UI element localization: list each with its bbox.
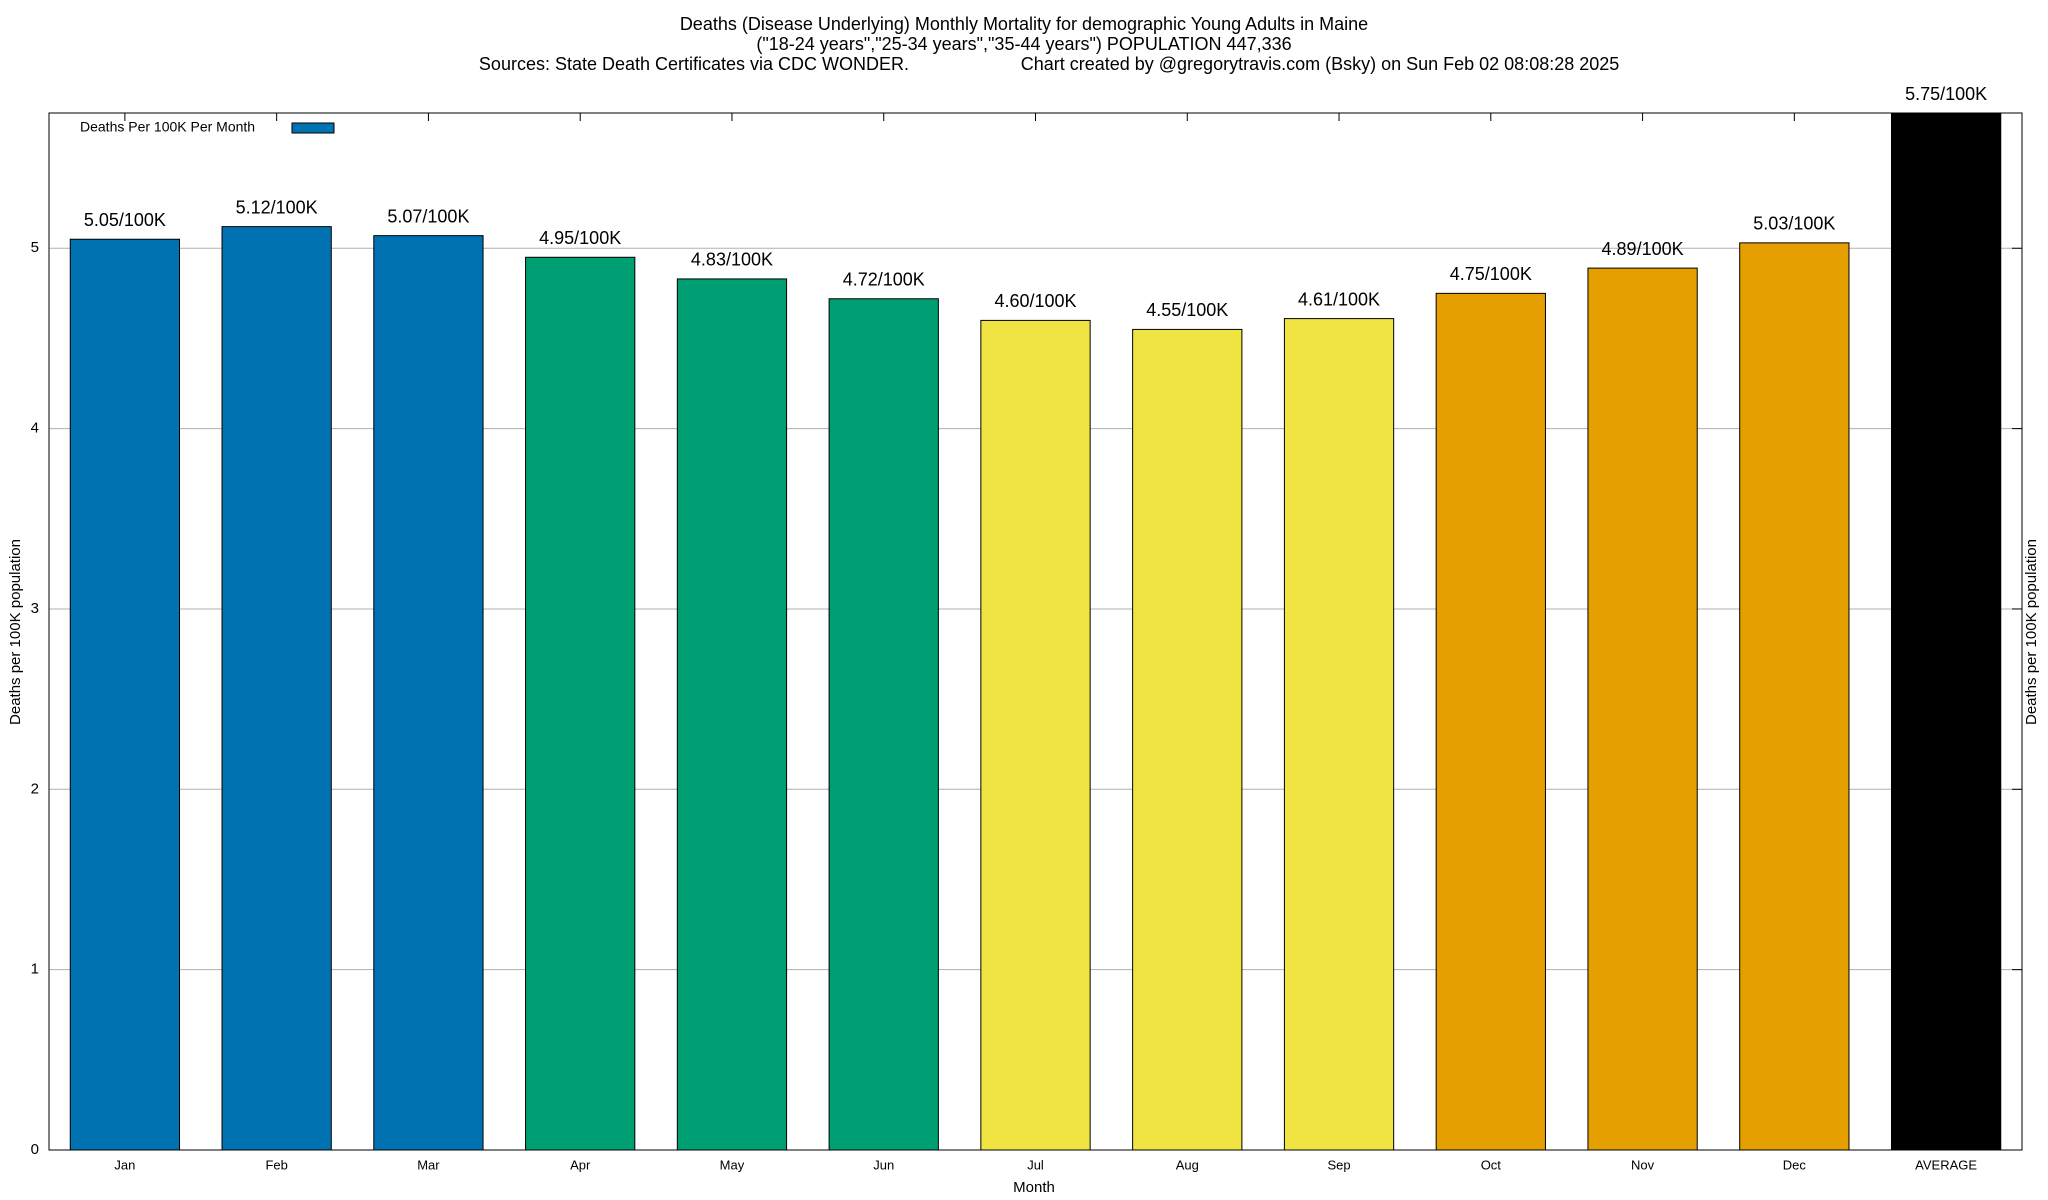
x-tick-label: Oct: [1481, 1157, 1502, 1172]
x-tick-label: Jan: [114, 1157, 135, 1172]
bar: [1739, 242, 1850, 1151]
bar: [1132, 328, 1243, 1151]
bar: [676, 278, 788, 1151]
x-tick-label: Feb: [265, 1157, 287, 1172]
x-tick-label: Jul: [1027, 1157, 1044, 1172]
x-tick-label: Apr: [570, 1157, 591, 1172]
source: Sources: State Death Certificates via CD…: [479, 54, 909, 74]
chart-subtitle: ("18-24 years","25-34 years","35-44 year…: [756, 34, 1291, 54]
x-tick-label: May: [720, 1157, 745, 1172]
y-tick-label: 0: [31, 1141, 39, 1158]
bar: [1890, 112, 2002, 1151]
bar: [1283, 318, 1395, 1151]
y-tick-label: 2: [31, 780, 39, 797]
x-tick-label: AVERAGE: [1915, 1157, 1977, 1172]
y2-axis-label: Deaths per 100K population: [2023, 539, 2040, 725]
x-tick-label: Aug: [1176, 1157, 1199, 1172]
bar: [1435, 292, 1546, 1151]
bar: [373, 235, 484, 1151]
value-label: 4.89/100K: [1602, 239, 1684, 259]
bar: [221, 226, 332, 1151]
value-label: 4.72/100K: [843, 270, 925, 290]
y-tick-label: 5: [31, 239, 39, 256]
credit: Chart created by @gregorytravis.com (Bsk…: [1021, 54, 1620, 74]
bar: [525, 256, 636, 1151]
value-label: 5.12/100K: [236, 197, 318, 217]
bar: [69, 238, 181, 1151]
legend-swatch: [291, 122, 335, 134]
value-label: 5.07/100K: [387, 206, 469, 226]
bar: [828, 298, 939, 1151]
value-label: 4.61/100K: [1298, 289, 1380, 309]
value-label: 4.55/100K: [1146, 300, 1228, 320]
value-label: 4.83/100K: [691, 250, 773, 270]
value-label: 4.95/100K: [539, 228, 621, 248]
bar: [980, 319, 1091, 1151]
x-tick-label: Sep: [1327, 1157, 1350, 1172]
value-label: 5.05/100K: [84, 210, 166, 230]
x-axis-label: Month: [1013, 1179, 1055, 1196]
x-tick-label: Dec: [1783, 1157, 1807, 1172]
y-tick-label: 1: [31, 961, 39, 978]
value-label: 4.75/100K: [1450, 264, 1532, 284]
chart-title: Deaths (Disease Underlying) Monthly Mort…: [680, 14, 1368, 34]
value-label: 4.60/100K: [994, 291, 1076, 311]
x-tick-label: Nov: [1631, 1157, 1655, 1172]
y-axis-label: Deaths per 100K population: [7, 539, 24, 725]
value-label: 5.03/100K: [1753, 214, 1835, 234]
plot-frame: [48, 112, 2023, 1151]
value-label: 5.75/100K: [1905, 84, 1987, 104]
bar: [1587, 267, 1698, 1151]
y-tick-label: 4: [31, 420, 39, 437]
y-tick-label: 3: [31, 600, 39, 617]
x-tick-label: Jun: [873, 1157, 894, 1172]
x-tick-label: Mar: [417, 1157, 440, 1172]
legend-label: Deaths Per 100K Per Month: [80, 119, 255, 135]
